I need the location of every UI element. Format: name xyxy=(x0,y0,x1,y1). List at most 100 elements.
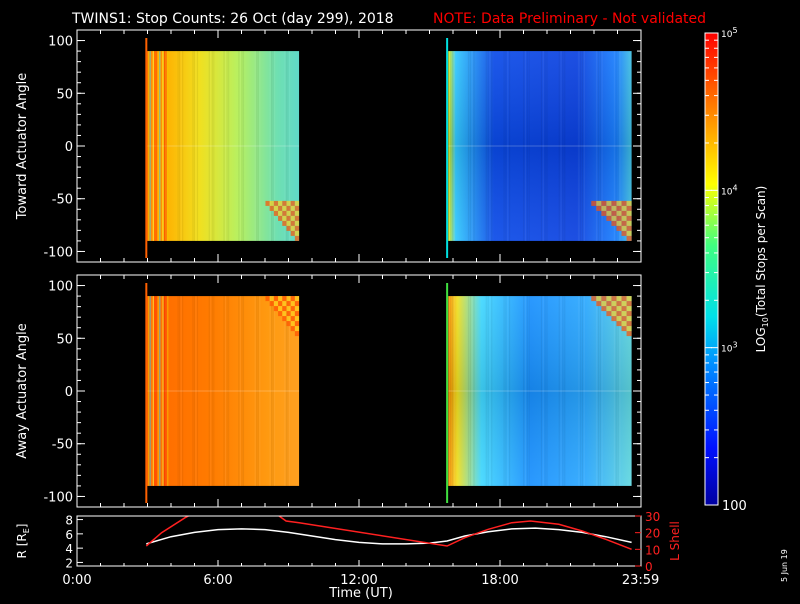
heatmap-corner-cell xyxy=(278,210,283,216)
heatmap-corner-cell xyxy=(286,205,291,211)
heatmap-corner-cell xyxy=(294,230,300,236)
heatmap-stripe xyxy=(177,51,179,241)
heatmap-stripe xyxy=(269,296,271,486)
heatmap-stripe xyxy=(213,51,215,241)
heatmap-stripe xyxy=(287,296,289,486)
heatmap-corner-cell xyxy=(294,235,300,241)
heatmap-corner-cell xyxy=(606,215,612,221)
heatmap-corner-cell xyxy=(621,311,627,317)
heatmap-stripe xyxy=(254,296,256,486)
heatmap-stripe xyxy=(195,296,197,486)
x-tick-label: 0:00 xyxy=(62,573,91,588)
heatmap-corner-cell xyxy=(626,311,632,317)
heatmap-corner-cell xyxy=(278,306,283,312)
toward-axis-label: Toward Actuator Angle xyxy=(15,73,30,220)
l-shell-line xyxy=(145,516,632,550)
date-stamp: 5 Jun 19 xyxy=(780,549,789,582)
heatmap-corner-cell xyxy=(294,316,300,322)
heatmap-corner-cell xyxy=(273,301,279,307)
heatmap-corner-cell xyxy=(290,200,295,206)
heatmap-noise-column xyxy=(160,51,163,241)
heatmap-stripe xyxy=(177,296,179,486)
zero-angle-band xyxy=(146,145,300,147)
heatmap-corner-cell xyxy=(269,301,274,307)
heatmap-stripe xyxy=(259,296,261,486)
heatmap-stripe xyxy=(211,296,213,486)
colorbar-tick-exponent: 5 xyxy=(732,26,737,35)
panel-background xyxy=(77,516,641,566)
heatmap-corner-cell xyxy=(265,296,270,302)
heatmap-corner-cell xyxy=(282,200,287,206)
heatmap-corner-cell xyxy=(286,301,291,307)
heatmap-corner-cell xyxy=(286,200,291,206)
heatmap-stripe xyxy=(259,51,261,241)
heatmap-corner-cell xyxy=(616,220,622,226)
heatmap-noise-column xyxy=(147,296,150,486)
heatmap-corner-cell xyxy=(294,215,300,221)
heatmap-stripe xyxy=(285,51,287,241)
y-tick-label: -50 xyxy=(52,438,73,453)
heatmap-stripe xyxy=(288,51,291,241)
heatmap-shading xyxy=(448,296,632,486)
colorbar-tick-base: 10 xyxy=(721,30,733,40)
heatmap-stripe xyxy=(182,296,184,486)
heatmap-stripe xyxy=(193,296,196,486)
heatmap-noise-column xyxy=(155,51,158,241)
heatmap-corner-cell xyxy=(596,205,602,211)
lshell-tick-label: 30 xyxy=(645,510,660,524)
heatmap-corner-cell xyxy=(294,205,300,211)
heatmap-corner-cell xyxy=(290,306,295,312)
heatmap-corner-cell xyxy=(294,331,300,337)
heatmap-corner-cell xyxy=(294,321,300,327)
heatmap-corner-cell xyxy=(606,205,612,211)
heatmap-stripe xyxy=(288,296,291,486)
colorbar-tick-exponent: 4 xyxy=(732,183,737,192)
heatmap-stripe xyxy=(241,51,243,241)
heatmap-stripe xyxy=(257,51,259,241)
heatmap-corner-cell xyxy=(282,306,287,312)
colorbar-tick-label: 104 xyxy=(721,183,738,197)
heatmap-stripe xyxy=(242,296,245,486)
heatmap-corner-cell xyxy=(278,296,283,302)
heatmap-stripe xyxy=(192,296,194,486)
heatmap-corner-cell xyxy=(286,311,291,317)
heatmap-corner-cell xyxy=(290,326,295,332)
heatmap-corner-cell xyxy=(621,225,627,231)
zero-angle-band xyxy=(448,390,632,392)
heatmap-stripe xyxy=(223,51,225,241)
heatmap-stripe xyxy=(254,51,256,241)
y-tick-label: 50 xyxy=(56,87,73,102)
heatmap-noise-column xyxy=(154,296,156,486)
heatmap-corner-cell xyxy=(611,311,617,317)
heatmap-corner-cell xyxy=(269,200,274,206)
heatmap-stripe xyxy=(210,296,212,486)
heatmap-stripe xyxy=(228,296,230,486)
heatmap-corner-cell xyxy=(626,230,632,236)
heatmap-corner-cell xyxy=(621,200,627,206)
heatmap-corner-cell xyxy=(294,200,300,206)
heatmap-corner-cell xyxy=(286,306,291,312)
heatmap-corner-cell xyxy=(290,230,295,236)
heatmap-corner-cell xyxy=(611,220,617,226)
y-tick-label: -100 xyxy=(43,490,73,505)
heatmap-stripe xyxy=(193,51,196,241)
away-panel: 100 50 0 -50 -100 xyxy=(43,274,642,508)
heatmap-corner-cell xyxy=(606,306,612,312)
x-tick-label: 23:59 xyxy=(622,573,659,588)
heatmap-corner-cell xyxy=(290,301,295,307)
heatmap-noise-column xyxy=(162,51,164,241)
heatmap-corner-cell xyxy=(596,301,602,307)
heatmap-noise-column xyxy=(147,51,150,241)
heatmap-corner-cell xyxy=(286,210,291,216)
heatmap-corner-cell xyxy=(626,306,632,312)
heatmap-corner-cell xyxy=(626,331,632,337)
heatmap-noise-column xyxy=(167,51,169,241)
heatmap-corner-cell xyxy=(626,301,632,307)
colorbar-tick-base: 10 xyxy=(721,187,733,197)
heatmap-stripe xyxy=(179,51,181,241)
r-tick-label: 4 xyxy=(65,542,73,556)
heatmap-corner-cell xyxy=(286,296,291,302)
x-tick-label: 18:00 xyxy=(481,573,518,588)
heatmap-corner-cell xyxy=(626,200,632,206)
y-tick-label: -100 xyxy=(43,245,73,260)
